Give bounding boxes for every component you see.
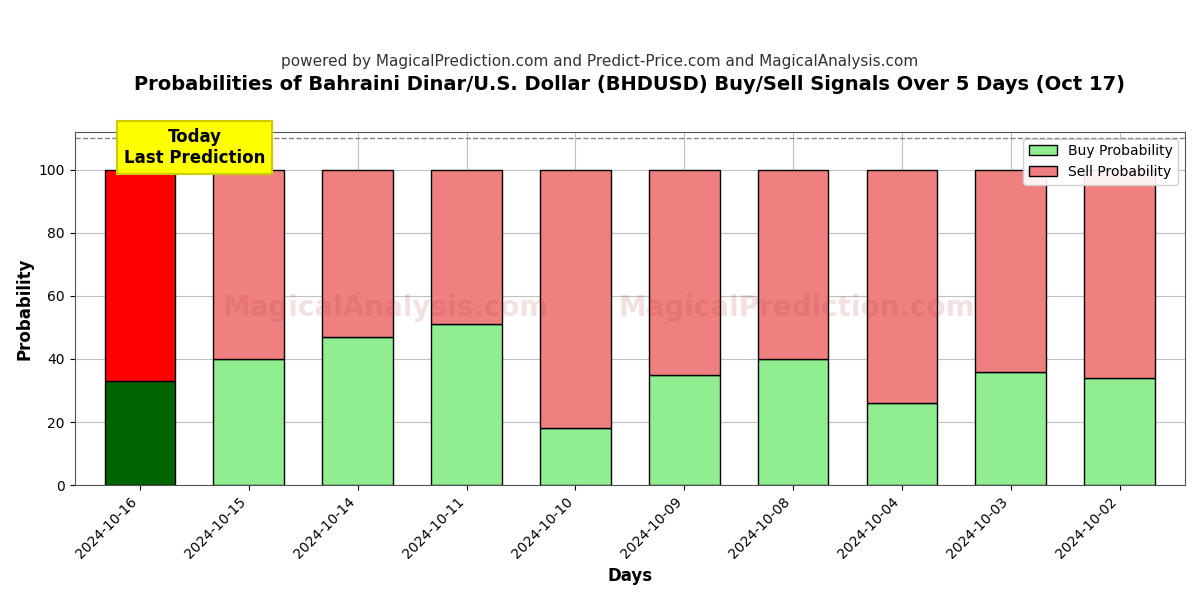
- Text: Today
Last Prediction: Today Last Prediction: [124, 128, 265, 167]
- Bar: [757, 170, 828, 359]
- Text: powered by MagicalPrediction.com and Predict-Price.com and MagicalAnalysis.com: powered by MagicalPrediction.com and Pre…: [281, 54, 919, 69]
- Bar: [866, 170, 937, 403]
- Bar: [214, 359, 284, 485]
- Bar: [649, 374, 720, 485]
- Text: MagicalPrediction.com: MagicalPrediction.com: [618, 295, 974, 322]
- Bar: [431, 324, 502, 485]
- Bar: [757, 359, 828, 485]
- Text: MagicalAnalysis.com: MagicalAnalysis.com: [222, 295, 548, 322]
- Bar: [431, 170, 502, 324]
- X-axis label: Days: Days: [607, 567, 653, 585]
- Bar: [976, 170, 1046, 371]
- Bar: [1085, 170, 1156, 378]
- Bar: [323, 170, 394, 337]
- Bar: [1085, 378, 1156, 485]
- Bar: [976, 371, 1046, 485]
- Bar: [104, 170, 175, 381]
- Bar: [540, 170, 611, 428]
- Bar: [866, 403, 937, 485]
- Bar: [214, 170, 284, 359]
- Legend: Buy Probability, Sell Probability: Buy Probability, Sell Probability: [1024, 139, 1178, 185]
- Y-axis label: Probability: Probability: [16, 257, 34, 359]
- Bar: [540, 428, 611, 485]
- Title: Probabilities of Bahraini Dinar/U.S. Dollar (BHDUSD) Buy/Sell Signals Over 5 Day: Probabilities of Bahraini Dinar/U.S. Dol…: [134, 75, 1126, 94]
- Bar: [323, 337, 394, 485]
- Bar: [649, 170, 720, 374]
- Bar: [104, 381, 175, 485]
